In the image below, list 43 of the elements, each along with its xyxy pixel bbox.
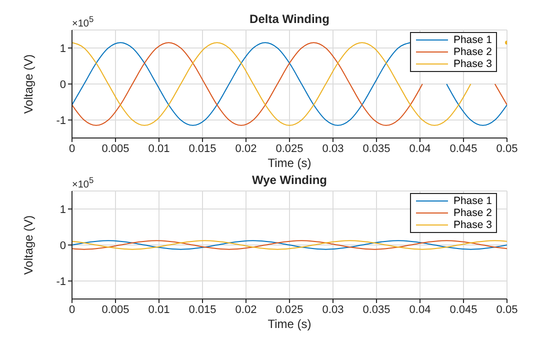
line-series xyxy=(72,240,507,250)
y-tick-label: 1 xyxy=(60,42,66,55)
x-axis-title: Time (s) xyxy=(268,317,312,331)
x-tick-label: 0.03 xyxy=(322,142,344,155)
x-tick-label: 0.02 xyxy=(235,304,257,316)
x-tick-label: 0.05 xyxy=(496,142,518,155)
legend-label: Phase 3 xyxy=(453,219,492,231)
x-tick-label: 0.035 xyxy=(362,304,390,316)
x-tick-label: 0.045 xyxy=(450,304,478,316)
y-axis-title: Voltage (V) xyxy=(21,215,36,275)
x-tick-label: 0.015 xyxy=(188,304,216,316)
chart-title: Delta Winding xyxy=(250,12,330,26)
legend-label: Phase 1 xyxy=(453,195,492,207)
y-tick-label: 1 xyxy=(60,204,66,216)
x-axis-title: Time (s) xyxy=(268,156,312,170)
x-tick-label: 0.005 xyxy=(102,142,130,155)
legend-label: Phase 3 xyxy=(453,58,492,70)
chart-title: Wye Winding xyxy=(252,173,327,187)
x-tick-label: 0.02 xyxy=(235,142,257,155)
x-tick-label: 0.04 xyxy=(409,304,431,316)
x-tick-label: 0 xyxy=(68,304,76,316)
x-tick-label: 0.04 xyxy=(409,142,431,155)
legend-label: Phase 2 xyxy=(453,46,492,58)
y-tick-label: -1 xyxy=(56,114,66,127)
text: ×10$^{5}$ xyxy=(72,14,94,30)
x-tick-label: 0.025 xyxy=(276,142,304,155)
x-tick-label: 0.01 xyxy=(148,142,170,155)
y-tick-label: -1 xyxy=(56,276,66,288)
legend-label: Phase 1 xyxy=(453,34,492,46)
x-tick-label: 0.045 xyxy=(450,142,478,155)
x-tick-label: 0.01 xyxy=(148,304,170,316)
x-tick-label: 0.005 xyxy=(102,304,130,316)
x-tick-label: 0.015 xyxy=(188,142,216,155)
text: ×10$^{5}$ xyxy=(72,175,94,190)
y-tick-label: 0 xyxy=(60,78,66,91)
x-tick-label: 0.05 xyxy=(496,304,518,316)
y-tick-label: 0 xyxy=(60,240,66,252)
x-tick-label: 0.035 xyxy=(362,142,390,155)
y-axis-title: Voltage (V) xyxy=(21,54,36,114)
x-tick-label: 0.03 xyxy=(322,304,344,316)
legend-label: Phase 2 xyxy=(453,207,492,219)
x-tick-label: 0.025 xyxy=(276,304,304,316)
x-tick-label: 0 xyxy=(68,142,76,155)
